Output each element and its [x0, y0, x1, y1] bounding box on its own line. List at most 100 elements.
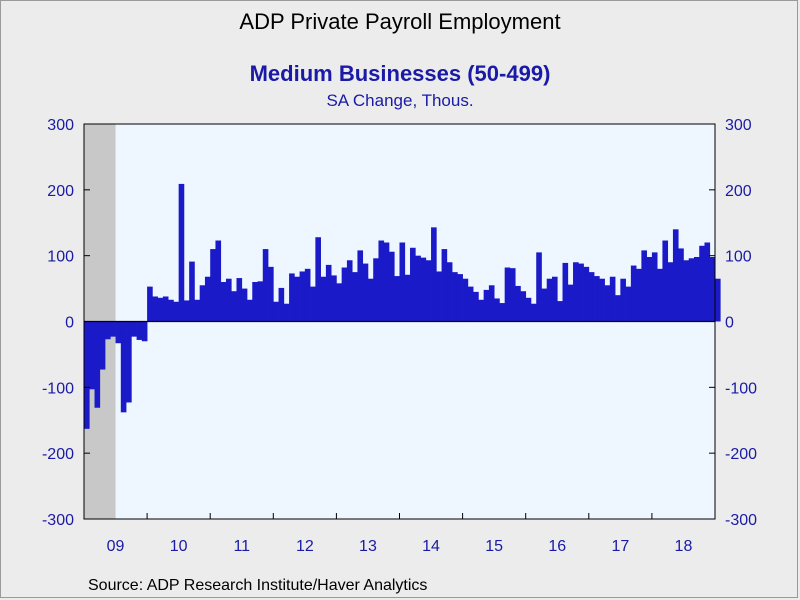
- bar: [194, 299, 201, 322]
- ytick-label-left: 0: [65, 315, 74, 332]
- bar: [289, 273, 295, 322]
- bar: [620, 278, 626, 322]
- ytick-label-right: 200: [725, 183, 752, 200]
- bar: [583, 266, 590, 322]
- bar: [220, 282, 227, 322]
- bar: [110, 321, 116, 337]
- bar: [168, 299, 174, 322]
- xtick-label: 14: [422, 538, 440, 555]
- ytick-label-left: 200: [47, 183, 74, 200]
- bar: [152, 296, 158, 322]
- bar: [704, 242, 711, 322]
- ytick-label-left: -200: [42, 446, 74, 463]
- bar: [672, 229, 679, 322]
- bar: [604, 285, 611, 322]
- bar: [257, 281, 264, 322]
- bar: [141, 321, 148, 342]
- bar: [336, 283, 343, 322]
- bar: [278, 287, 285, 322]
- bar: [573, 262, 579, 322]
- bar: [646, 256, 653, 322]
- bar: [594, 276, 600, 322]
- bar: [247, 299, 253, 322]
- bar: [551, 276, 558, 322]
- bar: [225, 278, 232, 322]
- bar: [231, 291, 237, 322]
- bar: [262, 249, 269, 322]
- bar: [441, 249, 448, 322]
- ytick-label-left: -300: [42, 512, 74, 529]
- bar: [546, 278, 553, 322]
- bar: [399, 242, 406, 322]
- bar: [241, 288, 248, 322]
- bar: [557, 301, 563, 322]
- bar: [320, 276, 327, 322]
- bar: [678, 248, 684, 322]
- bar: [189, 261, 195, 322]
- bar: [99, 321, 106, 370]
- bar: [183, 300, 190, 322]
- xtick-label: 17: [611, 538, 629, 555]
- bar: [588, 272, 595, 322]
- bar: [683, 260, 690, 322]
- bar: [357, 250, 364, 322]
- bar: [567, 284, 574, 322]
- bar: [473, 291, 479, 322]
- xtick-label: 12: [296, 538, 314, 555]
- bar: [378, 240, 385, 322]
- bar: [341, 267, 348, 322]
- bar: [210, 249, 216, 322]
- ytick-label-left: 100: [47, 249, 74, 266]
- bar: [299, 271, 306, 322]
- ytick-label-right: 0: [725, 315, 734, 332]
- bar: [204, 276, 211, 322]
- bar: [488, 285, 495, 322]
- bar: [625, 286, 632, 322]
- bar: [420, 257, 427, 322]
- bar: [693, 256, 700, 322]
- bar: [609, 276, 616, 322]
- bar: [688, 258, 695, 322]
- bar: [268, 266, 274, 322]
- bar: [383, 242, 390, 322]
- bar: [515, 285, 521, 322]
- bar: [499, 303, 506, 322]
- bar: [346, 260, 353, 322]
- bar: [273, 301, 279, 322]
- xtick-label: 11: [233, 538, 250, 555]
- bar: [709, 256, 716, 322]
- bar: [504, 267, 511, 322]
- bar: [173, 301, 179, 322]
- xtick-label: 18: [675, 538, 693, 555]
- bar: [715, 278, 721, 322]
- bar: [126, 321, 132, 403]
- xtick-label: 09: [107, 538, 125, 555]
- bar: [415, 255, 421, 322]
- bar: [394, 276, 400, 322]
- bar: [452, 272, 458, 322]
- xtick-label: 15: [485, 538, 503, 555]
- bar: [425, 260, 432, 322]
- bar: [373, 258, 379, 322]
- bar: [562, 262, 569, 322]
- bar: [252, 282, 258, 322]
- bar: [657, 268, 663, 322]
- bar: [578, 263, 584, 322]
- bar: [536, 252, 542, 322]
- bar: [699, 245, 705, 322]
- chart-source: Source: ADP Research Institute/Haver Ana…: [88, 577, 428, 594]
- bar: [667, 262, 674, 322]
- bar: [509, 268, 516, 322]
- bar: [483, 289, 490, 322]
- xtick-label: 13: [359, 538, 377, 555]
- bar: [520, 291, 527, 322]
- bar: [599, 278, 605, 322]
- bar: [178, 183, 185, 322]
- bar: [541, 288, 548, 322]
- bar: [157, 297, 164, 322]
- ytick-label-right: -100: [725, 380, 757, 397]
- bar: [636, 268, 642, 322]
- bar: [236, 278, 243, 322]
- bar: [467, 286, 474, 322]
- bar: [315, 237, 321, 322]
